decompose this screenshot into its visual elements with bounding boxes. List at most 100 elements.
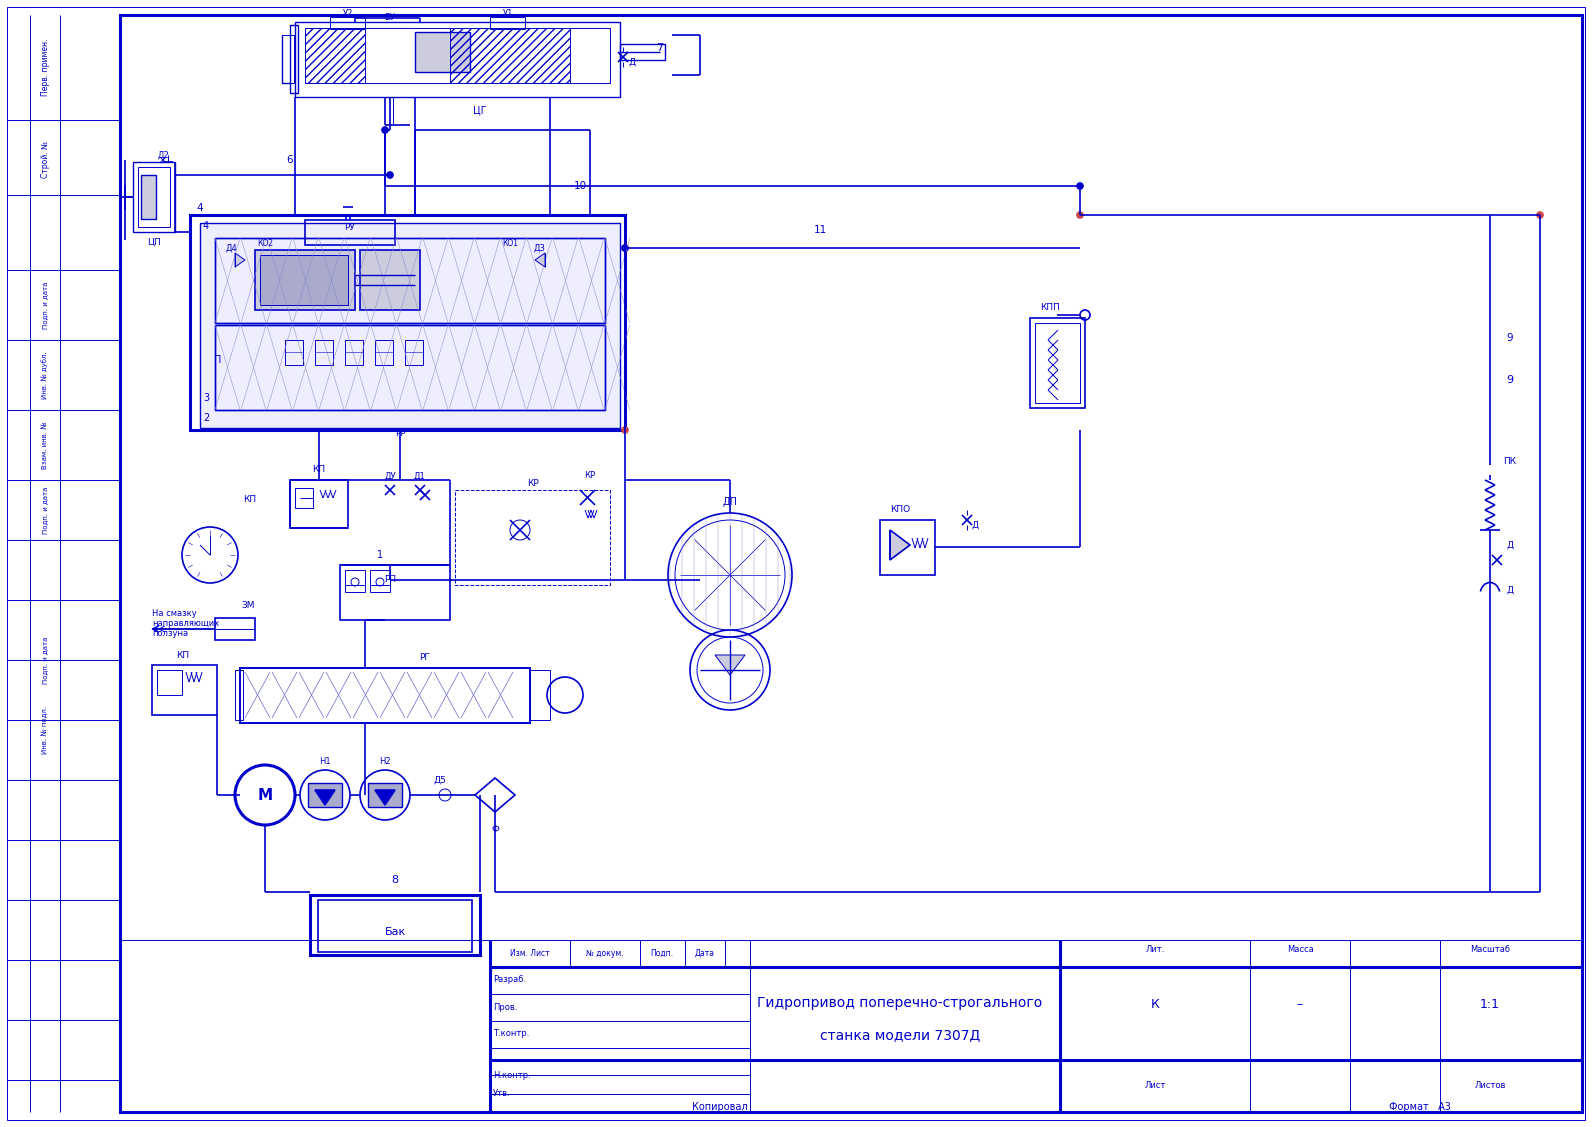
Text: РУ: РУ [344,223,355,232]
Text: ПК: ПК [1503,458,1517,467]
Bar [369,570,390,592]
Text: Д2: Д2 [158,151,169,160]
Text: 8: 8 [392,875,398,885]
Bar [330,17,365,29]
Text: Разраб.: Разраб. [494,976,525,985]
Circle shape [622,245,627,251]
Bar [282,35,295,83]
Text: ЦГ: ЦГ [473,105,487,115]
Text: РР: РР [395,428,406,437]
Text: ЦП: ЦП [146,238,161,247]
Text: Лист: Лист [1145,1082,1165,1091]
Text: РГ: РГ [420,654,430,663]
Bar [142,175,156,219]
Bar [315,340,333,365]
Circle shape [1078,212,1083,218]
Text: КП: КП [177,650,189,659]
Polygon shape [315,790,334,805]
Text: № докум.: № докум. [586,949,624,958]
Bar [490,17,525,29]
Text: У2: У2 [342,9,353,18]
Polygon shape [715,655,745,675]
Text: Перв. примен.: Перв. примен. [40,38,49,96]
Text: Гидропривод поперечно-строгального: Гидропривод поперечно-строгального [758,996,1043,1010]
Text: 4: 4 [197,203,204,213]
Text: 11: 11 [814,225,826,236]
Polygon shape [535,252,544,267]
Bar [134,162,175,232]
Text: П: П [215,355,221,365]
Text: Н1: Н1 [318,757,331,766]
Text: Масштаб: Масштаб [1469,946,1511,955]
Polygon shape [307,783,342,807]
Text: Листов: Листов [1474,1082,1506,1091]
Text: ДУ: ДУ [384,471,396,480]
Text: 9: 9 [1506,332,1514,343]
Bar [285,340,302,365]
Text: 10: 10 [573,181,586,190]
Text: На смазку: На смазку [151,609,197,618]
Circle shape [382,127,388,133]
Text: Подп. и дата: Подп. и дата [41,282,48,329]
Bar [451,28,570,83]
Bar [295,23,619,97]
Text: Т.контр.: Т.контр. [494,1029,530,1038]
Text: Лит.: Лит. [1145,946,1165,955]
Bar [341,565,451,620]
Text: ползуна: ползуна [151,629,188,638]
Bar [215,238,605,323]
Text: Подп. и дата: Подп. и дата [41,637,48,684]
Bar [310,895,481,955]
Bar [416,32,470,72]
Text: КР: КР [584,471,595,480]
Text: –: – [1297,999,1304,1012]
Circle shape [622,427,627,433]
Text: 1: 1 [377,550,384,560]
Bar [236,669,244,720]
Bar [215,325,605,410]
Bar [240,668,530,724]
Bar [295,488,314,508]
Text: Д: Д [1506,541,1514,550]
Bar [360,250,420,310]
Text: 6: 6 [287,156,293,165]
Bar [240,668,530,724]
Text: КПП: КПП [1040,303,1060,312]
Text: направляющих: направляющих [151,619,220,628]
Text: У1: У1 [503,9,513,18]
Bar [255,250,355,310]
Text: 4: 4 [204,221,209,231]
Text: Утв.: Утв. [494,1090,511,1099]
Text: Инв. № дубл.: Инв. № дубл. [41,352,48,399]
Text: Взам. инв. №: Взам. инв. № [41,421,48,469]
Bar [306,28,610,83]
Bar [215,618,255,640]
Text: КО1: КО1 [501,240,517,248]
Circle shape [1078,183,1083,189]
Text: Строй. №: Строй. № [40,142,49,178]
Bar [290,25,298,94]
Bar [619,44,665,60]
Text: 1:1: 1:1 [1481,999,1500,1012]
Text: Дата: Дата [696,949,715,958]
Text: КП: КП [312,465,325,474]
Text: Д: Д [1506,586,1514,595]
Text: Подп. и дата: Подп. и дата [41,487,48,534]
Circle shape [387,172,393,178]
Circle shape [1536,212,1543,218]
Text: КР: КР [527,479,538,488]
Bar [158,669,181,695]
Text: ВУ: ВУ [385,12,395,21]
Text: Д4: Д4 [226,243,237,252]
Text: Ф: Ф [490,825,498,834]
Bar [455,490,610,585]
Text: станка модели 7307Д: станка модели 7307Д [820,1028,981,1042]
Text: РП: РП [384,576,396,585]
Bar [215,325,605,410]
Text: Н2: Н2 [379,757,390,766]
Bar [1035,323,1079,403]
Text: 7: 7 [656,43,664,53]
Text: КП: КП [244,496,256,505]
Bar [345,340,363,365]
Text: КПО: КПО [890,506,911,515]
